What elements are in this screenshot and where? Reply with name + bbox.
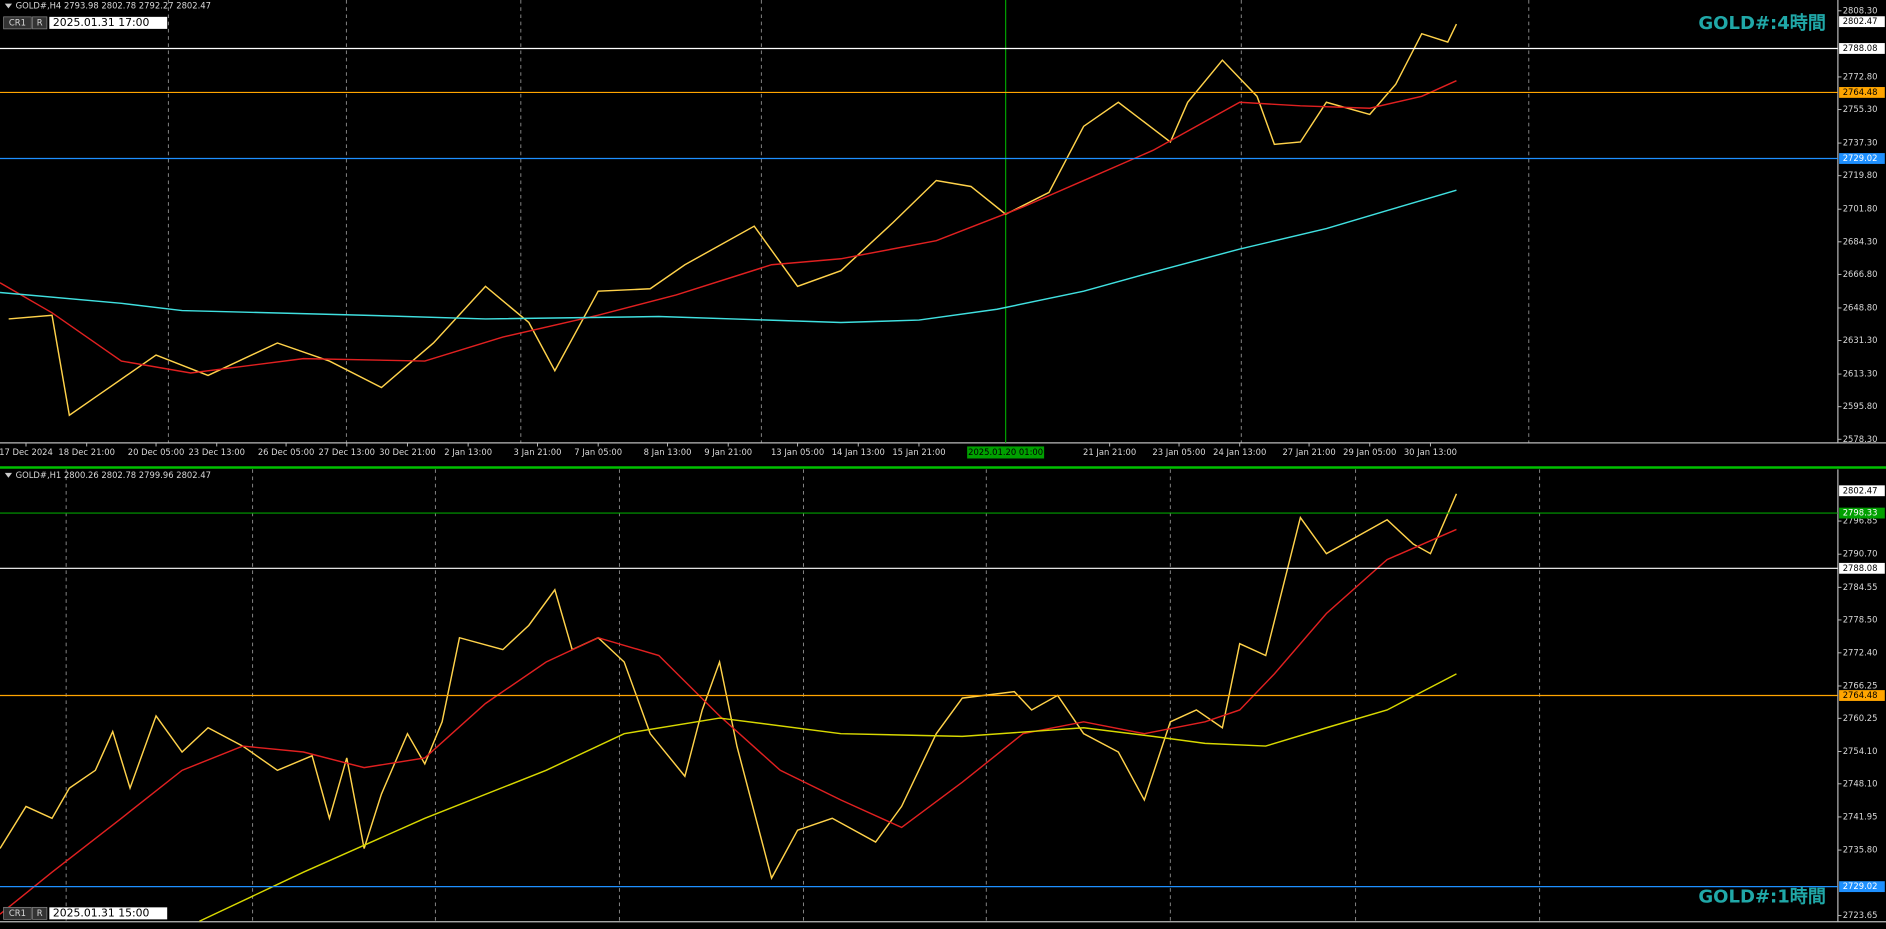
collapse-arrow <box>4 472 13 478</box>
y-tick-label: 2808.30 <box>1843 5 1878 15</box>
y-tick-label: 2796.85 <box>1843 516 1878 526</box>
level-label-bg <box>1839 507 1885 519</box>
y-tick-label: 2760.25 <box>1843 713 1878 723</box>
level-label-bg <box>1839 153 1885 164</box>
y-tick-label: 2754.10 <box>1843 746 1878 756</box>
button[interactable] <box>32 906 48 920</box>
x-tick-label: 3 Jan 21:00 <box>514 447 562 457</box>
x-tick-label: 27 Dec 13:00 <box>319 447 376 457</box>
chart-title: GOLD#:4時間 <box>1698 13 1825 34</box>
price-label: 2802.47 <box>1843 16 1878 26</box>
time-label: 2025.01.31 15:00 <box>53 906 150 919</box>
level-label: 2764.48 <box>1843 690 1878 700</box>
price-label-bg <box>1839 16 1885 28</box>
time-label-bg <box>49 907 168 920</box>
y-tick-label: 2595.80 <box>1843 401 1878 411</box>
y-tick-label: 2613.30 <box>1843 369 1878 379</box>
level-label: 2729.02 <box>1843 881 1878 891</box>
y-tick-label: 2772.80 <box>1843 71 1878 81</box>
plot-area <box>0 0 1838 443</box>
y-tick-label: 2755.30 <box>1843 104 1878 114</box>
price-label-bg <box>1839 485 1885 497</box>
x-tick-label: 30 Dec 21:00 <box>379 447 436 457</box>
y-tick-label: 2719.80 <box>1843 170 1878 180</box>
y-tick-label: 2701.80 <box>1843 204 1878 214</box>
symbol-header: GOLD#,H4 2793.98 2802.78 2792.27 2802.47 <box>16 1 211 11</box>
price-line <box>199 673 1457 922</box>
button-label[interactable]: R <box>37 908 43 918</box>
plot-area <box>0 493 1838 922</box>
time-label: 2025.01.31 17:00 <box>53 16 150 29</box>
price-line <box>0 80 1457 374</box>
button[interactable] <box>3 16 32 30</box>
button[interactable] <box>32 16 48 30</box>
y-tick-label: 2790.70 <box>1843 549 1878 559</box>
y-tick-label: 2723.65 <box>1843 910 1878 920</box>
x-tick-label: 23 Dec 13:00 <box>188 447 245 457</box>
y-tick-label: 2741.95 <box>1843 811 1878 821</box>
x-tick-label: 14 Jan 13:00 <box>832 447 885 457</box>
x-tick-label: 30 Jan 13:00 <box>1404 447 1457 457</box>
price-line <box>0 189 1457 324</box>
symbol-header: GOLD#,H1 2800.26 2802.78 2799.96 2802.47 <box>16 470 211 480</box>
crosshair-label: 2025.01.20 01:00 <box>968 447 1043 457</box>
level-label: 2764.48 <box>1843 87 1878 97</box>
level-label: 2729.02 <box>1843 153 1878 163</box>
price-line <box>0 493 1458 881</box>
y-tick-label: 2784.55 <box>1843 582 1878 592</box>
x-tick-label: 18 Dec 21:00 <box>58 447 115 457</box>
button-label[interactable]: CR1 <box>9 908 26 918</box>
x-tick-label: 13 Jan 05:00 <box>771 447 824 457</box>
x-tick-label: 21 Jan 21:00 <box>1083 447 1136 457</box>
x-tick-label: 23 Jan 05:00 <box>1152 447 1205 457</box>
level-label-bg <box>1839 881 1885 893</box>
level-label: 2788.08 <box>1843 563 1878 573</box>
y-tick-label: 2648.80 <box>1843 302 1878 312</box>
chart-title: GOLD#:1時間 <box>1698 887 1825 908</box>
button-label[interactable]: CR1 <box>9 17 26 27</box>
y-tick-label: 2631.30 <box>1843 335 1878 345</box>
y-tick-label: 2737.30 <box>1843 138 1878 148</box>
y-tick-label: 2772.40 <box>1843 647 1878 657</box>
level-label-bg <box>1839 43 1885 54</box>
collapse-arrow <box>4 3 13 9</box>
price-line <box>0 528 1457 915</box>
x-tick-label: 9 Jan 21:00 <box>704 447 752 457</box>
x-tick-label: 17 Dec 2024 <box>0 447 53 457</box>
y-tick-label: 2684.30 <box>1843 236 1878 246</box>
y-tick-label: 2766.25 <box>1843 680 1878 690</box>
level-label-bg <box>1839 562 1885 574</box>
x-tick-label: 20 Dec 05:00 <box>128 447 185 457</box>
price-line <box>8 23 1458 417</box>
level-label: 2798.33 <box>1843 508 1878 518</box>
level-label-bg <box>1839 87 1885 98</box>
y-tick-label: 2735.80 <box>1843 845 1878 855</box>
y-tick-label: 2578.30 <box>1843 434 1878 444</box>
price-label: 2802.47 <box>1843 485 1878 495</box>
y-tick-label: 2778.50 <box>1843 614 1878 624</box>
x-tick-label: 2 Jan 13:00 <box>444 447 492 457</box>
y-tick-label: 2666.80 <box>1843 269 1878 279</box>
level-label-bg <box>1839 690 1885 701</box>
x-tick-label: 29 Jan 05:00 <box>1343 447 1396 457</box>
x-tick-label: 15 Jan 21:00 <box>892 447 945 457</box>
crosshair-label-bg <box>967 446 1045 459</box>
button-label[interactable]: R <box>37 17 43 27</box>
x-tick-label: 7 Jan 05:00 <box>574 447 622 457</box>
y-tick-label: 2748.10 <box>1843 778 1878 788</box>
level-label: 2788.08 <box>1843 43 1878 53</box>
x-tick-label: 27 Jan 21:00 <box>1282 447 1335 457</box>
time-label-bg <box>49 16 168 29</box>
x-tick-label: 8 Jan 13:00 <box>644 447 692 457</box>
x-tick-label: 24 Jan 13:00 <box>1213 447 1266 457</box>
x-tick-label: 26 Dec 05:00 <box>258 447 315 457</box>
button[interactable] <box>3 906 32 920</box>
